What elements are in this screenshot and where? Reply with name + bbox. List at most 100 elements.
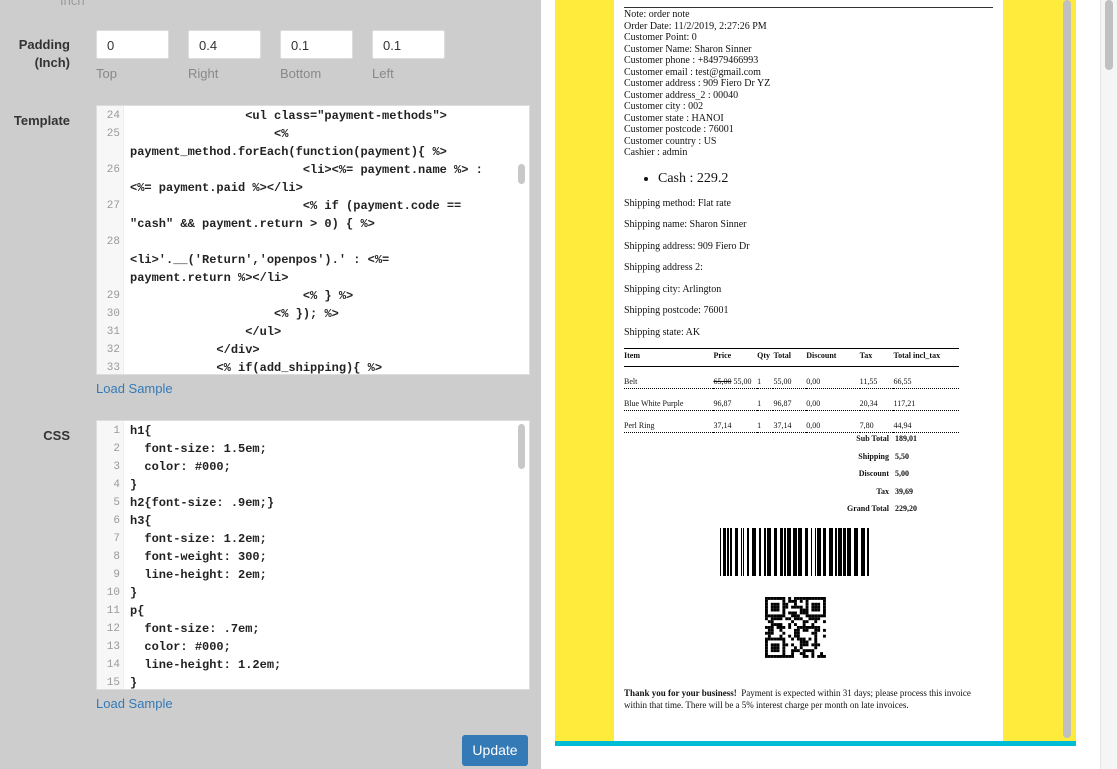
customer-info-line: Note: order note [624,9,690,20]
template-load-sample-link[interactable]: Load Sample [96,381,173,396]
padding-label: Padding (Inch) [18,37,70,70]
code-text: font-size: 1.5em; [130,442,267,456]
line-number: 25 [106,128,120,140]
barcode-bar [861,528,865,576]
item-tax: 20,34 [859,388,894,411]
barcode-bar [815,528,816,576]
item-price: 37,14 [713,410,758,433]
barcode-bar [741,528,742,576]
code-line: 8 font-weight: 300; [97,548,529,566]
barcode-bar [798,528,802,576]
item-total_incl: 44,94 [893,410,959,433]
css-scrollbar[interactable] [518,424,525,469]
page-scrollbar[interactable] [1100,0,1117,769]
padding-bottom-input[interactable]: 0.1 [280,30,353,59]
code-line: 13 color: #000; [97,638,529,656]
code-line: 6 h3{ [97,512,529,530]
payment-item: Cash : 229.2 [658,171,1003,187]
line-number: 26 [106,164,120,176]
code-line: 25 <% payment_method.forEach(function(pa… [97,125,529,161]
item-discount: 0,00 [806,410,860,433]
shipping-info-line: Shipping name: Sharon Sinner [624,219,747,231]
barcode-bar [805,528,808,576]
total-value: 229,20 [895,504,917,513]
barcode-bar [735,528,738,576]
line-number: 6 [113,515,120,527]
item-tax: 11,55 [859,366,894,389]
customer-info-line: Customer email : test@gmail.com [624,66,761,78]
customer-info-line: Customer country : US [624,135,717,147]
padding-left-input[interactable]: 0.1 [372,30,445,59]
code-text: line-height: 1.2em; [130,658,282,672]
code-text: color: #000; [130,460,231,474]
barcode-bar [847,528,851,576]
item-name: Blue White Purple [624,388,714,411]
total-row: Sub Total 189,01 [814,434,1014,443]
shipping-info-line: Shipping postcode: 76001 [624,305,729,317]
total-label: Tax [876,486,889,496]
code-line: 4} [97,476,529,494]
total-value: 189,01 [895,434,917,443]
template-label: Template [13,113,70,128]
line-number: 28 [106,236,120,248]
line-number: 8 [113,551,120,563]
payment-list: Cash : 229.2 [658,171,1003,187]
padding-top-input[interactable]: 0 [96,30,169,59]
css-label: CSS [43,428,70,443]
code-text: <% payment_method.forEach(function(payme… [130,127,447,159]
code-line: 3 color: #000; [97,458,529,476]
price-value: 55,00 [733,376,752,386]
line-number: 1 [113,425,120,437]
line-number: 12 [106,623,120,635]
code-line: 12 font-size: .7em; [97,620,529,638]
total-row: Grand Total 229,20 [814,504,1014,513]
column-header: Price [713,348,758,367]
code-line: 15} [97,674,529,690]
line-number: 24 [106,110,120,122]
code-text: } [130,676,138,690]
customer-info-line: Customer address : 909 Fiero Dr YZ [624,78,771,89]
template-scrollbar[interactable] [518,164,525,184]
update-button[interactable]: Update [462,735,528,766]
line-number: 3 [113,461,120,473]
line-number: 31 [106,326,120,338]
total-value: 5,50 [895,451,909,461]
template-editor[interactable]: 24 <ul class="payment-methods"> 25 <% pay… [96,105,530,375]
total-label: Shipping [858,451,889,461]
padding-bottom-caption: Bottom [280,66,322,81]
barcode-bar [767,528,771,576]
customer-info-line: Customer phone : +84979466993 [624,55,759,66]
item-total_incl: 117,21 [893,388,959,411]
padding-right-input[interactable]: 0.4 [188,30,261,59]
code-text: </div> [130,343,260,357]
code-text: color: #000; [130,640,231,654]
line-number: 27 [106,200,120,212]
item-name: Belt [624,366,714,389]
code-line: 30 <% }); %> [97,305,529,323]
column-header: Discount [806,348,860,367]
css-load-sample-link[interactable]: Load Sample [96,696,173,711]
barcode-bar [720,528,721,576]
customer-info-line: Customer postcode : 76001 [624,124,734,135]
line-number: 30 [106,308,120,320]
code-text: <ul class="payment-methods"> [130,109,447,123]
code-text: <li>'.__('Return','openpos').' : <%= pay… [130,253,390,285]
total-label: Discount [858,469,889,478]
code-text: <% }); %> [130,307,339,321]
item-name: Perl Ring [624,410,714,433]
total-value: 39,69 [895,486,913,496]
preview-scrollbar[interactable] [1063,0,1071,738]
customer-info-line: Customer address_2 : 00040 [624,89,739,101]
barcode-bar [784,528,786,576]
code-line: 32 </div> [97,341,529,359]
code-line: 10} [97,584,529,602]
code-text: <% if (payment.code == "cash" && payment… [130,199,462,231]
total-row: Discount 5,00 [814,469,1014,478]
css-editor[interactable]: 1 h1{2 font-size: 1.5em; 3 color: #000; 4} 5… [96,420,530,690]
line-number: 13 [106,641,120,653]
item-discount: 0,00 [806,366,860,389]
barcode-bar [764,528,766,576]
code-line: 11 p{ [97,602,529,620]
barcode-bar [759,528,761,576]
barcode-bar [843,528,846,576]
